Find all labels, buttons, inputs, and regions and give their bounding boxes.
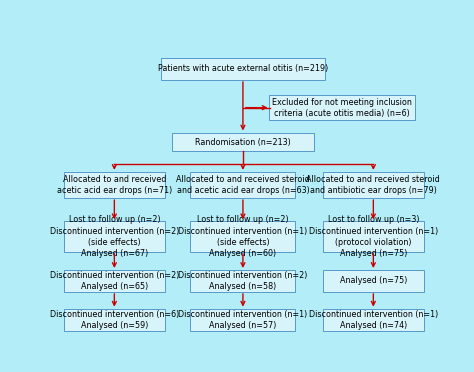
FancyBboxPatch shape — [191, 270, 295, 292]
Text: Excluded for not meeting inclusion
criteria (acute otitis media) (n=6): Excluded for not meeting inclusion crite… — [272, 97, 412, 118]
Text: Discontinued intervention (n=6)
Analysed (n=59): Discontinued intervention (n=6) Analysed… — [50, 310, 179, 330]
FancyBboxPatch shape — [191, 309, 295, 330]
Text: Lost to follow up (n=2)
Discontinued intervention (n=2)
(side effects)
Analysed : Lost to follow up (n=2) Discontinued int… — [50, 215, 179, 258]
FancyBboxPatch shape — [191, 221, 295, 252]
Text: Allocated to and received steroid
and antibiotic ear drops (n=79): Allocated to and received steroid and an… — [307, 175, 440, 195]
Text: Patients with acute external otitis (n=219): Patients with acute external otitis (n=2… — [158, 64, 328, 74]
FancyBboxPatch shape — [323, 270, 424, 292]
FancyBboxPatch shape — [323, 309, 424, 330]
Text: Discontinued intervention (n=1)
Analysed (n=74): Discontinued intervention (n=1) Analysed… — [309, 310, 438, 330]
Text: Analysed (n=75): Analysed (n=75) — [340, 276, 407, 285]
FancyBboxPatch shape — [323, 172, 424, 198]
FancyBboxPatch shape — [269, 95, 415, 120]
FancyBboxPatch shape — [64, 221, 165, 252]
FancyBboxPatch shape — [64, 309, 165, 330]
FancyBboxPatch shape — [191, 172, 295, 198]
FancyBboxPatch shape — [64, 172, 165, 198]
Text: Discontinued intervention (n=1)
Analysed (n=57): Discontinued intervention (n=1) Analysed… — [178, 310, 308, 330]
Text: Randomisation (n=213): Randomisation (n=213) — [195, 138, 291, 147]
Text: Lost to follow up (n=2)
Discontinued intervention (n=1)
(side effects)
Analysed : Lost to follow up (n=2) Discontinued int… — [178, 215, 308, 258]
FancyBboxPatch shape — [323, 221, 424, 252]
Text: Discontinued intervention (n=2)
Analysed (n=65): Discontinued intervention (n=2) Analysed… — [50, 271, 179, 291]
FancyBboxPatch shape — [172, 132, 314, 151]
Text: Allocated to and received
acetic acid ear drops (n=71): Allocated to and received acetic acid ea… — [57, 175, 172, 195]
Text: Allocated to and received steroid
and acetic acid ear drops (n=63): Allocated to and received steroid and ac… — [176, 175, 310, 195]
FancyBboxPatch shape — [64, 270, 165, 292]
Text: Lost to follow up (n=3)
Discontinued intervention (n=1)
(protocol violation)
Ana: Lost to follow up (n=3) Discontinued int… — [309, 215, 438, 258]
Text: Discontinued intervention (n=2)
Analysed (n=58): Discontinued intervention (n=2) Analysed… — [178, 271, 308, 291]
FancyBboxPatch shape — [161, 58, 325, 80]
